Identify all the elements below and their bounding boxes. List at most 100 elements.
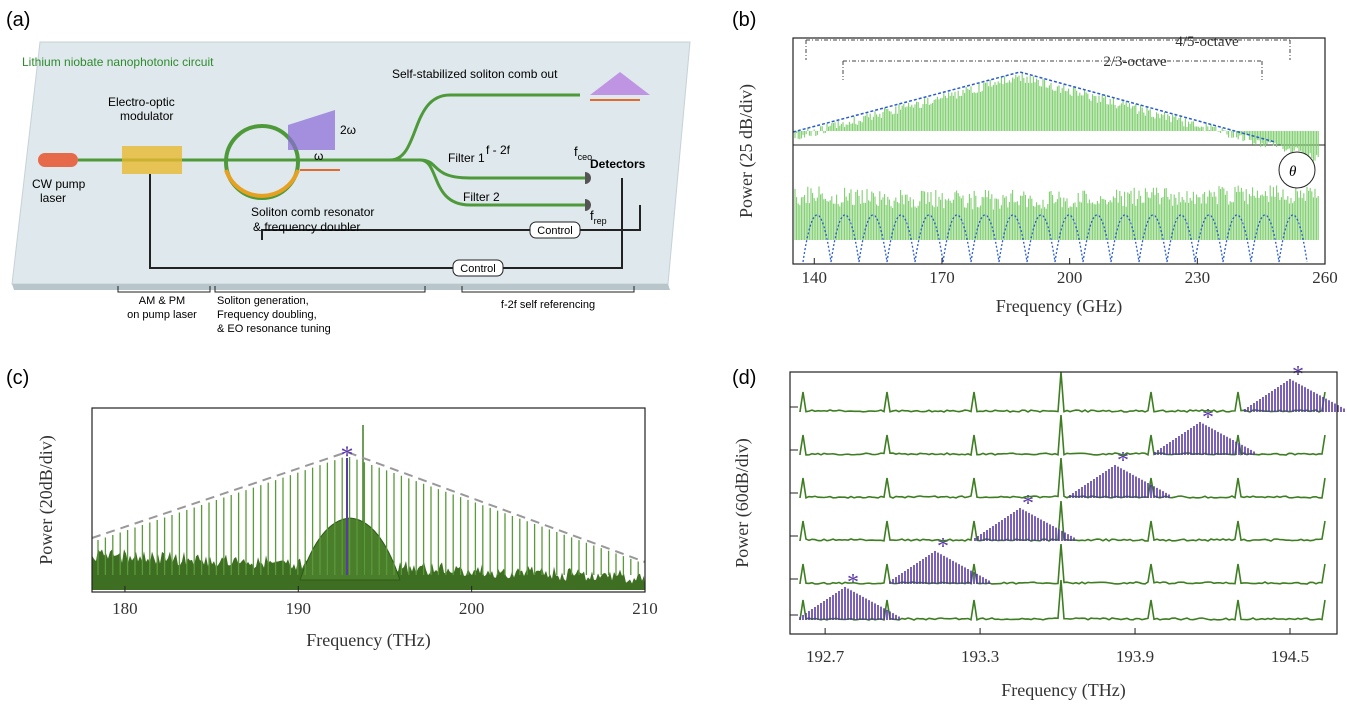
label: Frequency doubling, <box>217 309 317 321</box>
inset-circle <box>1278 151 1316 189</box>
label: f <box>574 144 578 159</box>
x-tick-label: 180 <box>112 599 138 618</box>
comb <box>889 551 990 584</box>
annotation: 2/3-octave <box>1103 54 1167 70</box>
chip <box>11 41 691 285</box>
diagram-title: Lithium niobate nanophotonic circuit <box>22 55 214 69</box>
label: on pump laser <box>127 309 197 321</box>
annotation: 4/5-octave <box>1175 34 1239 50</box>
label: ω <box>314 149 323 163</box>
x-tick-label: 200 <box>1057 268 1083 287</box>
label: Filter 2 <box>463 190 500 204</box>
label: Control <box>537 225 572 237</box>
plot-frame <box>91 407 646 593</box>
trace <box>799 414 1326 457</box>
annotation: * <box>1117 448 1129 474</box>
detector <box>585 172 591 211</box>
trace <box>799 500 1326 542</box>
label: AM & PM <box>139 295 185 307</box>
x-tick-label: 190 <box>286 599 312 618</box>
label: Soliton comb resonator <box>251 205 374 219</box>
plot-frame <box>792 37 1326 265</box>
x-tick-label: 260 <box>1312 268 1338 287</box>
spectrum-icon <box>288 110 335 150</box>
label: modulator <box>120 109 173 123</box>
envelope <box>91 450 646 563</box>
noise-floor <box>92 549 645 590</box>
label: Soliton generation, <box>217 295 309 307</box>
annotation: θ <box>1289 164 1297 180</box>
x-tick-label: 194.5 <box>1271 647 1309 666</box>
panel-label: (a) <box>6 9 30 31</box>
y-axis-label: Power (25 dB/div) <box>736 84 757 218</box>
x-tick-label: 210 <box>632 599 658 618</box>
plot: * 180 190 200 210 Frequency (THz) Power (20dB/… <box>36 407 658 651</box>
annotation: * <box>341 441 354 470</box>
label: ceo <box>578 152 593 162</box>
panel-label: (d) <box>732 367 756 389</box>
control-loop <box>149 174 641 269</box>
trace <box>799 371 1326 413</box>
modulator <box>122 146 182 174</box>
resonator-coupler <box>224 169 300 198</box>
x-axis-label: Frequency (GHz) <box>996 296 1122 317</box>
label: f-2f self referencing <box>501 299 595 311</box>
label: & EO resonance tuning <box>217 323 331 335</box>
octave-arrows <box>805 39 1291 80</box>
annotation: * <box>1202 405 1214 431</box>
annotation: * <box>1022 491 1034 517</box>
spectrum <box>794 73 1319 240</box>
panel-label: (c) <box>6 367 29 389</box>
label: Filter 1 <box>448 151 485 165</box>
x-axis-label: Frequency (THz) <box>1001 680 1125 701</box>
label: rep <box>594 216 607 226</box>
waveguide <box>389 93 585 207</box>
panel-label: (b) <box>732 9 756 31</box>
label: Detectors <box>590 157 646 171</box>
label: Control <box>460 263 495 275</box>
control-box <box>452 259 504 277</box>
x-tick-label: 192.7 <box>806 647 845 666</box>
x-axis-label: Frequency (THz) <box>306 630 430 651</box>
control-box <box>529 221 581 239</box>
label: Self-stabilized soliton comb out <box>392 67 558 81</box>
comb <box>974 508 1075 541</box>
comb <box>97 456 639 575</box>
y-axis-label: Power (20dB/div) <box>36 435 57 565</box>
label: & frequency doubler <box>253 220 360 234</box>
trace <box>799 543 1326 585</box>
comb <box>1244 379 1345 412</box>
x-tick-label: 200 <box>459 599 485 618</box>
panel-labels: (a) (b) (c) (d) <box>6 9 756 389</box>
x-tick-label: 170 <box>929 268 955 287</box>
label: frep <box>590 208 607 226</box>
trace <box>799 457 1326 499</box>
label: laser <box>40 191 66 205</box>
x-tick-label: 193.9 <box>1116 647 1154 666</box>
label: f <box>590 208 594 223</box>
label: fceo <box>574 144 592 162</box>
annotation: * <box>937 534 949 560</box>
comb <box>1154 422 1255 455</box>
resonator <box>224 124 300 200</box>
x-tick-label: 140 <box>802 268 828 287</box>
x-tick-label: 193.3 <box>961 647 999 666</box>
y-axis-label: Power (60dB/div) <box>732 438 753 568</box>
label: Electro-optic <box>108 95 175 109</box>
x-tick-label: 230 <box>1185 268 1211 287</box>
diagram: Lithium niobate nanophotonic circuit Ele… <box>11 41 691 335</box>
comb <box>799 587 900 620</box>
label: 2ω <box>340 123 356 137</box>
comb <box>1069 465 1170 498</box>
label: f - 2f <box>486 143 511 157</box>
laser <box>38 153 78 167</box>
plot: 4/5-octave 2/3-octave θ 140 170 200 230 260 Freq… <box>736 34 1338 317</box>
spectrum-icon <box>590 72 650 95</box>
label: CW pump <box>32 177 86 191</box>
bracket <box>117 286 635 293</box>
trace <box>799 579 1326 622</box>
plot-frame <box>789 371 1338 635</box>
chip-edge <box>12 284 670 290</box>
